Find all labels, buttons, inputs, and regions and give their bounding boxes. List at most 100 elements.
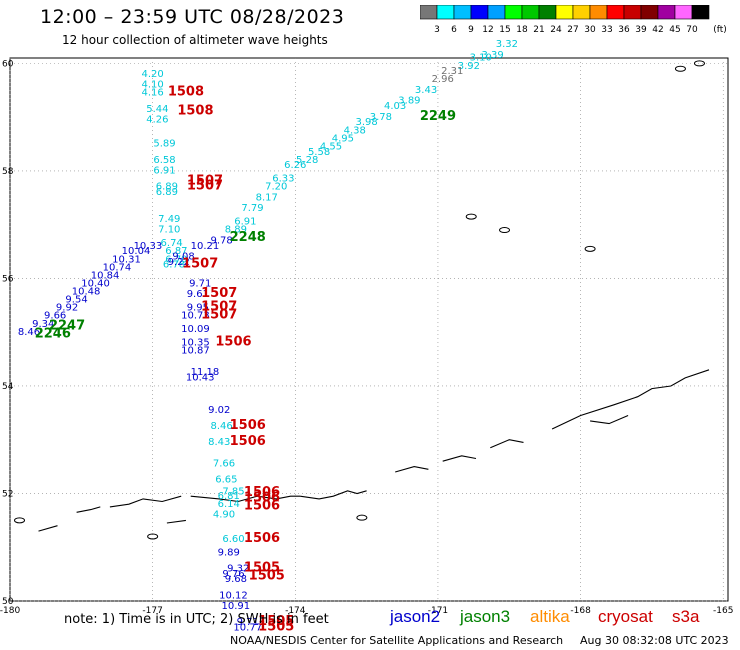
wave-height-label: 6.79 (165, 254, 187, 265)
satellite-label-jason3: jason3 (460, 607, 511, 626)
coastline (76, 506, 101, 513)
wave-height-label: 9.61 (187, 289, 209, 300)
wave-height-label: 3.32 (496, 39, 518, 50)
wave-height-label: 4.95 (332, 133, 354, 144)
scale-tick-label: 15 (499, 25, 510, 35)
wave-height-label: 6.91 (153, 166, 175, 177)
wave-height-label: 6.26 (284, 160, 306, 171)
pass-time-label: 2247 (49, 319, 85, 334)
latitude-label: 50 (2, 597, 14, 607)
wave-height-label: 10.73 (181, 311, 210, 322)
wave-height-label: 9.08 (172, 252, 194, 263)
wave-height-label: 3.89 (398, 96, 420, 107)
longitude-label: -174 (285, 606, 306, 616)
coastline (38, 525, 58, 532)
footnote: note: 1) Time is in UTC; 2) SWH is in fe… (64, 612, 329, 627)
wave-height-label: 10.87 (181, 346, 210, 357)
wave-height-label: 6.65 (215, 475, 237, 486)
pass-time-label: 1506 (244, 491, 280, 506)
wave-height-label: 4.10 (142, 80, 164, 91)
island (14, 517, 26, 524)
pass-time-label: 1506 (230, 434, 266, 449)
wave-height-color-scale: 3 6 9 12 15 18 21 24 27 30 33 36 39 42 45 70 (ft) (420, 5, 727, 35)
coastline (551, 369, 710, 430)
wave-height-label: 5.44 (146, 104, 168, 115)
wave-height-label: 9.54 (65, 295, 87, 306)
wave-height-label: 8.17 (256, 192, 278, 203)
wave-height-label: 8.89 (225, 225, 247, 236)
wave-height-label: 9.32 (227, 563, 249, 574)
wave-height-label: 7.10 (158, 225, 180, 236)
wave-height-label: 3.43 (415, 85, 437, 96)
wave-height-label: 9.34 (32, 319, 54, 330)
wave-height-label: 9.66 (44, 311, 66, 322)
wave-height-label: 10.33 (134, 241, 163, 252)
wave-height-label: 2.96 (432, 74, 454, 85)
satellite-label-jason2: jason2 (390, 607, 441, 626)
scale-tick-label: 70 (686, 25, 698, 35)
wave-height-label: 10.12 (219, 590, 248, 601)
wave-height-label: 7.85 (222, 487, 244, 498)
wave-height-label: 10.91 (222, 601, 251, 612)
wave-height-label: 3.78 (370, 112, 392, 123)
pass-time-label: 1506 (215, 335, 251, 350)
scale-tick-label: 24 (550, 25, 562, 35)
wave-height-label: 7.49 (158, 214, 180, 225)
pass-time-label: 1505 (258, 620, 294, 635)
wave-height-label: 6.91 (234, 217, 256, 228)
wave-height-label: 5.28 (296, 155, 318, 166)
wave-height-label: 6.87 (165, 246, 187, 257)
wave-height-label: 10.43 (186, 373, 215, 384)
wave-height-label: 2.31 (441, 66, 463, 77)
pass-time-label: 1507 (187, 179, 223, 194)
pass-time-label: 1506 (244, 499, 280, 514)
wave-height-label: 9.68 (225, 574, 247, 585)
island (356, 514, 368, 521)
coastline (109, 495, 182, 508)
pass-time-label: 1507 (201, 286, 237, 301)
coastline (590, 414, 629, 425)
island (674, 65, 686, 72)
wave-height-label: 6.81 (218, 491, 240, 502)
wave-height-label: 9.89 (218, 547, 240, 558)
scale-tick-label: 39 (635, 25, 647, 35)
wave-height-label: 6.60 (222, 534, 244, 545)
scale-tick-label: 45 (669, 25, 680, 35)
wave-height-label: 9.78 (210, 235, 232, 246)
coastline (300, 490, 367, 500)
latitude-label: 52 (2, 489, 13, 499)
satellite-label-altika: altika (530, 607, 570, 626)
wave-height-label: 6.74 (161, 238, 183, 249)
wave-height-label: 10.84 (91, 270, 120, 281)
longitude-label: -180 (0, 606, 20, 616)
longitude-label: -177 (142, 606, 162, 616)
wave-height-label: 9.76 (222, 569, 244, 580)
satellite-label-cryosat: cryosat (598, 607, 653, 626)
pass-time-label: 2249 (420, 109, 456, 124)
wave-height-label: 4.20 (142, 69, 164, 80)
latitude-label: 60 (2, 59, 14, 69)
wave-height-label: 9.02 (208, 405, 230, 416)
wave-height-label: 9.71 (189, 278, 211, 289)
wave-height-label: 3.92 (458, 61, 480, 72)
wave-height-label: 5.58 (308, 147, 330, 158)
scale-tick-label: 3 (434, 25, 440, 35)
wave-height-label: 9.92 (56, 303, 78, 314)
wave-height-label: 3.39 (481, 50, 503, 61)
pass-time-label: 1505 (249, 568, 285, 583)
scale-tick-label: 9 (468, 25, 474, 35)
longitude-label: -168 (570, 606, 591, 616)
wave-height-label: 6.78 (163, 260, 185, 271)
island (499, 227, 511, 234)
wave-height-label: 4.55 (320, 141, 342, 152)
wave-height-label: 4.03 (384, 101, 406, 112)
scale-tick-label: 12 (482, 25, 493, 35)
wave-height-label: 10.77 (233, 623, 262, 634)
coastline (442, 455, 477, 462)
wave-height-label: 10.35 (181, 338, 210, 349)
wave-height-label: 4.90 (213, 510, 235, 521)
wave-height-label: 8.43 (208, 437, 230, 448)
scale-tick-label: 33 (601, 25, 612, 35)
scale-tick-label: 36 (618, 25, 630, 35)
